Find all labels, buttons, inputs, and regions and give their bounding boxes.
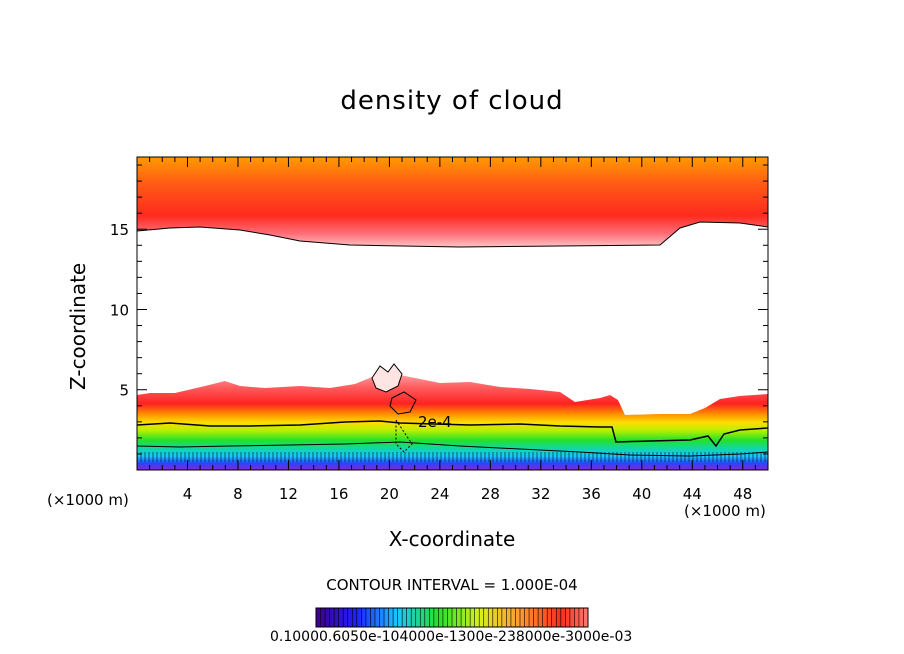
x-tick-label: 28	[481, 485, 500, 503]
x-axis-label: X-coordinate	[388, 527, 516, 551]
plot-area	[137, 157, 768, 470]
x-tick-label: 16	[329, 485, 348, 503]
contour-label: 2e-4	[418, 413, 452, 431]
convective-disturbance	[371, 363, 417, 453]
x-tick-label: 8	[233, 485, 243, 503]
contour-line-lower	[137, 441, 768, 457]
lower-speckle-band	[137, 452, 768, 462]
y-axis: 5 10 15	[110, 164, 768, 455]
x-tick-label: 44	[683, 485, 702, 503]
chart-title: density of cloud	[340, 86, 564, 116]
x-tick-label: 48	[733, 485, 752, 503]
x-axis: 4 8 12 16 20 24 28 32 36 40 44 48	[149, 157, 756, 503]
y-tick-label: 10	[110, 301, 129, 319]
x-tick-label: 32	[531, 485, 550, 503]
upper-cloud-layer	[137, 157, 768, 247]
x-tick-label: 4	[183, 485, 193, 503]
x-tick-label: 36	[582, 485, 601, 503]
x-tick-label: 24	[430, 485, 449, 503]
x-tick-label: 20	[380, 485, 399, 503]
x-tick-label: 40	[632, 485, 651, 503]
x-tick-label: 12	[279, 485, 298, 503]
y-axis-unit: (×1000 m)	[47, 491, 129, 509]
x-axis-unit: (×1000 m)	[684, 502, 766, 520]
upper-cloud-contour	[137, 221, 768, 248]
y-tick-label: 5	[119, 382, 129, 400]
colorbar-tick-labels: 0.10000.6050e-104000e-1300e-238000e-3000…	[270, 629, 633, 645]
colorbar-segments	[320, 608, 584, 627]
y-tick-label: 15	[110, 221, 129, 239]
contour-interval-text: CONTOUR INTERVAL = 1.000E-04	[326, 576, 578, 594]
contour-line-2e-4	[137, 420, 768, 448]
